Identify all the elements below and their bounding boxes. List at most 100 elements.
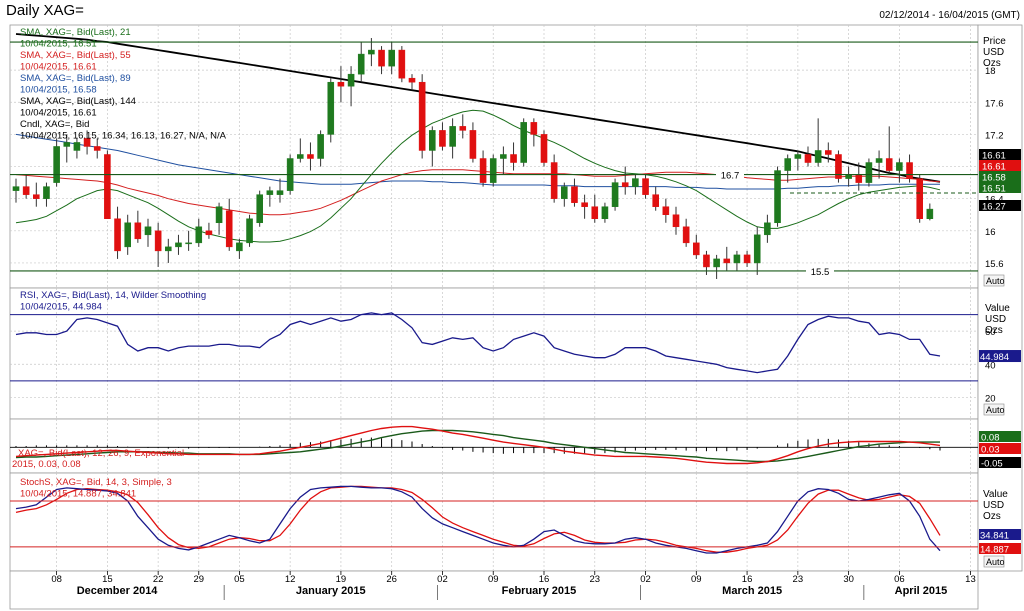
candle-body[interactable] [500,154,507,159]
candle-body[interactable] [652,194,659,207]
candle-body[interactable] [124,222,131,248]
macd-panel[interactable] [9,418,979,474]
candle-body[interactable] [388,49,395,67]
candle-body[interactable] [743,254,751,264]
candle-body[interactable] [22,186,30,195]
candle-body[interactable] [581,202,588,207]
candle-body[interactable] [236,242,243,252]
price-axis-panel[interactable] [977,24,1023,572]
candle-body[interactable] [520,122,527,163]
candle-body[interactable] [896,162,903,171]
candle-body[interactable] [43,186,50,199]
legend-value: 10/04/2015, 44.984 [20,302,102,313]
candle-body[interactable] [550,162,558,199]
candle-body[interactable] [662,206,670,215]
candle-body[interactable] [510,154,517,163]
auto-button[interactable] [983,555,1005,568]
candle-body[interactable] [134,222,142,240]
candle-body[interactable] [885,158,893,171]
candle-body[interactable] [246,218,253,244]
candle-body[interactable] [327,81,335,135]
candle-body[interactable] [185,242,192,245]
candle-body[interactable] [926,208,934,219]
candle-body[interactable] [479,158,487,183]
candle-body[interactable] [439,130,446,147]
candle-body[interactable] [429,130,436,151]
candle-body[interactable] [804,154,812,163]
candle-body[interactable] [855,174,863,183]
rsi-panel[interactable] [9,287,979,420]
candle-body[interactable] [418,81,426,151]
candle-body[interactable] [672,214,680,228]
candle-body[interactable] [459,126,467,131]
candle-body[interactable] [794,154,802,159]
candle-body[interactable] [469,130,477,159]
stoch-k-line [15,485,941,554]
candle-body[interactable] [195,226,203,244]
candle-body[interactable] [357,53,365,75]
candle-body[interactable] [165,246,172,252]
candle-body[interactable] [347,73,355,87]
candle-body[interactable] [489,158,497,183]
candle-body[interactable] [621,182,629,187]
candle-body[interactable] [93,146,101,151]
auto-button[interactable] [983,274,1005,287]
candle-body[interactable] [114,218,121,252]
candle-body[interactable] [530,122,538,135]
candle-body[interactable] [317,134,324,159]
candle-body[interactable] [205,230,213,236]
candle-body[interactable] [73,142,81,151]
candle-body[interactable] [175,242,182,248]
candle-body[interactable] [784,158,791,171]
candle-body[interactable] [601,206,609,219]
candle-body[interactable] [591,206,599,219]
candle-body[interactable] [540,134,548,163]
time-axis[interactable] [9,570,979,610]
candle-body[interactable] [83,138,91,147]
candle-body[interactable] [571,186,578,203]
candle-body[interactable] [865,162,873,183]
candle-body[interactable] [642,178,649,195]
candle-body[interactable] [63,142,71,147]
candle-body[interactable] [53,146,60,183]
candle-body[interactable] [703,254,710,268]
candle-body[interactable] [276,190,284,195]
candle-body[interactable] [723,258,731,264]
candle-body[interactable] [337,81,345,87]
candle-body[interactable] [825,150,832,155]
candle-body[interactable] [906,162,913,179]
candle-body[interactable] [256,194,263,224]
candle-body[interactable] [307,154,314,159]
auto-button[interactable] [983,403,1005,416]
candle-body[interactable] [693,242,700,256]
candle-body[interactable] [215,206,223,224]
candle-body[interactable] [368,49,375,55]
candle-body[interactable] [713,258,720,268]
candle-body[interactable] [814,150,822,163]
candle-body[interactable] [33,194,40,199]
candle-body[interactable] [733,254,741,264]
candle-body[interactable] [835,154,842,179]
stoch-tag: 34.841 [980,531,1009,542]
candle-body[interactable] [398,49,406,79]
candle-body[interactable] [632,178,639,187]
candle-body[interactable] [449,126,456,147]
candle-body[interactable] [225,210,233,248]
candle-body[interactable] [682,226,690,244]
candle-body[interactable] [104,154,111,219]
candle-body[interactable] [611,182,619,207]
candle-body[interactable] [753,234,761,264]
candle-body[interactable] [916,178,923,219]
candle-body[interactable] [12,186,20,191]
candle-body[interactable] [266,190,274,195]
candle-body[interactable] [764,222,771,236]
candle-body[interactable] [144,226,152,236]
candle-body[interactable] [774,170,781,224]
candle-body[interactable] [297,154,304,159]
candle-body[interactable] [561,186,568,199]
candle-body[interactable] [845,174,852,179]
candle-body[interactable] [875,158,883,163]
candle-body[interactable] [378,49,385,67]
candle-body[interactable] [154,230,162,252]
candle-body[interactable] [408,77,416,83]
